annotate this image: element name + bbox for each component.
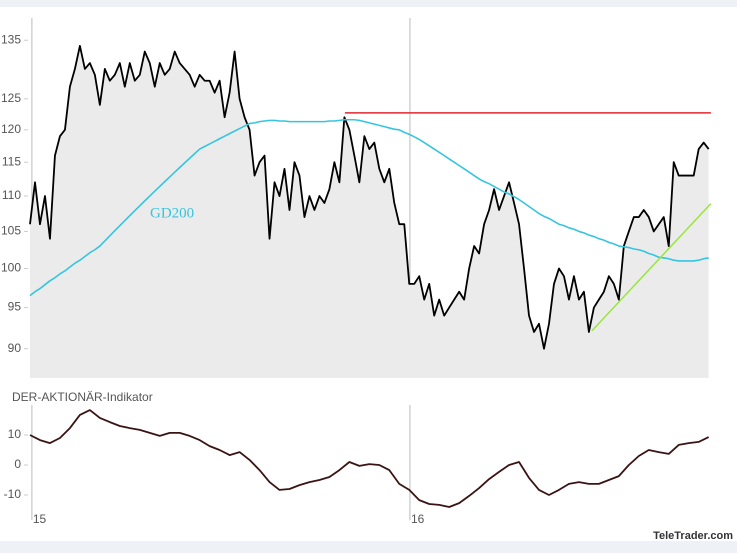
y-tick-label: 100	[1, 261, 21, 275]
price-line-area	[30, 45, 709, 379]
indicator-line	[29, 409, 710, 508]
gd200-line	[29, 118, 709, 297]
y-tick-label: 90	[8, 341, 22, 355]
y-tick-label: 125	[1, 91, 21, 105]
y-tick-label: 135	[1, 32, 21, 46]
series-label: GD200	[150, 205, 194, 221]
watermark: TeleTrader.com	[653, 530, 733, 542]
y-tick-label: 95	[8, 300, 22, 314]
y-tick-label: 105	[1, 224, 21, 238]
price-line	[29, 44, 710, 350]
x-tick-label: 15	[33, 512, 47, 526]
trend-line	[591, 203, 712, 332]
y-tick-label: 10	[8, 427, 22, 441]
y-tick-label: -10	[4, 487, 22, 501]
indicator-title: DER-AKTIONÄR-Indikator	[12, 390, 153, 404]
y-tick-label: 115	[2, 154, 21, 168]
y-tick-label: 120	[1, 122, 21, 136]
y-tick-label: 0	[14, 457, 21, 471]
x-tick-label: 16	[411, 512, 425, 526]
y-tick-label: 110	[2, 188, 21, 202]
